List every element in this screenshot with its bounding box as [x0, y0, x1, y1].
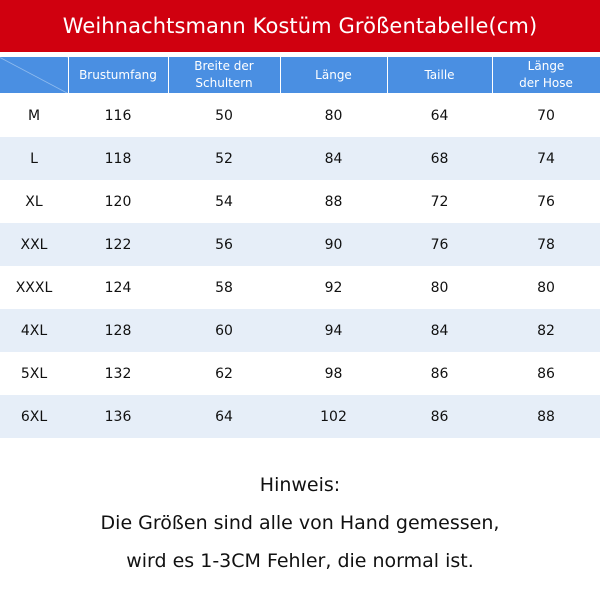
pants-length-cell: 88 [492, 395, 600, 438]
shoulder-cell: 50 [168, 93, 280, 137]
note-line-1: Die Größen sind alle von Hand gemessen, [100, 512, 500, 534]
chest-cell: 122 [68, 223, 168, 266]
chest-cell: 124 [68, 266, 168, 309]
header-pants-length: Länge der Hose [491, 56, 600, 94]
size-label-cell: XL [0, 180, 68, 223]
chest-cell: 118 [68, 137, 168, 180]
table-row: 5XL 132 62 98 86 86 [0, 352, 600, 395]
size-label-cell: XXL [0, 223, 68, 266]
pants-length-cell: 70 [492, 93, 600, 137]
waist-cell: 64 [387, 93, 492, 137]
waist-cell: 72 [387, 180, 492, 223]
page-title: Weihnachtsmann Kostüm Größentabelle(cm) [62, 14, 538, 38]
chest-cell: 132 [68, 352, 168, 395]
table-row: L 118 52 84 68 74 [0, 137, 600, 180]
title-banner: Weihnachtsmann Kostüm Größentabelle(cm) [0, 0, 600, 52]
length-cell: 84 [280, 137, 387, 180]
waist-cell: 84 [387, 309, 492, 352]
pants-length-cell: 76 [492, 180, 600, 223]
waist-cell: 68 [387, 137, 492, 180]
pants-length-cell: 78 [492, 223, 600, 266]
header-shoulder-width: Breite der Schultern [167, 56, 281, 94]
chest-cell: 120 [68, 180, 168, 223]
length-cell: 94 [280, 309, 387, 352]
size-label-cell: XXXL [0, 266, 68, 309]
length-cell: 80 [280, 93, 387, 137]
size-label-cell: L [0, 137, 68, 180]
shoulder-cell: 52 [168, 137, 280, 180]
table-row: XXL 122 56 90 76 78 [0, 223, 600, 266]
shoulder-cell: 60 [168, 309, 280, 352]
size-label-cell: M [0, 93, 68, 137]
pants-length-cell: 74 [492, 137, 600, 180]
length-cell: 88 [280, 180, 387, 223]
length-cell: 102 [280, 395, 387, 438]
header-waist: Taille [386, 56, 493, 94]
chest-cell: 136 [68, 395, 168, 438]
size-label-cell: 4XL [0, 309, 68, 352]
table-row: XXXL 124 58 92 80 80 [0, 266, 600, 309]
chest-cell: 128 [68, 309, 168, 352]
waist-cell: 86 [387, 352, 492, 395]
shoulder-cell: 64 [168, 395, 280, 438]
measurement-note: Hinweis: Die Größen sind alle von Hand g… [0, 466, 600, 580]
table-header-row: Brustumfang Breite der Schultern Länge Ta… [0, 56, 600, 94]
pants-length-cell: 86 [492, 352, 600, 395]
table-row: 4XL 128 60 94 84 82 [0, 309, 600, 352]
pants-length-cell: 82 [492, 309, 600, 352]
table-row: 6XL 136 64 102 86 88 [0, 395, 600, 438]
shoulder-cell: 56 [168, 223, 280, 266]
waist-cell: 86 [387, 395, 492, 438]
size-label-cell: 6XL [0, 395, 68, 438]
length-cell: 98 [280, 352, 387, 395]
header-chest: Brustumfang [67, 56, 169, 94]
shoulder-cell: 58 [168, 266, 280, 309]
waist-cell: 80 [387, 266, 492, 309]
size-label-cell: 5XL [0, 352, 68, 395]
length-cell: 90 [280, 223, 387, 266]
size-chart-table: Brustumfang Breite der Schultern Länge Ta… [0, 56, 600, 438]
shoulder-cell: 62 [168, 352, 280, 395]
note-heading: Hinweis: [259, 474, 341, 496]
waist-cell: 76 [387, 223, 492, 266]
chest-cell: 116 [68, 93, 168, 137]
header-corner-cell [0, 56, 69, 94]
table-row: XL 120 54 88 72 76 [0, 180, 600, 223]
pants-length-cell: 80 [492, 266, 600, 309]
table-row: M 116 50 80 64 70 [0, 93, 600, 137]
header-length: Länge [279, 56, 388, 94]
note-line-2: wird es 1-3CM Fehler, die normal ist. [126, 550, 474, 572]
length-cell: 92 [280, 266, 387, 309]
shoulder-cell: 54 [168, 180, 280, 223]
